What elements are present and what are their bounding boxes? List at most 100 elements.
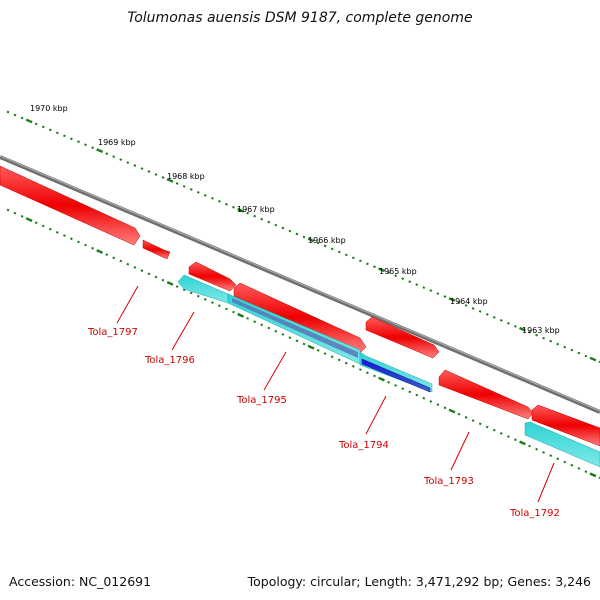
outer-tick-40 [288, 229, 292, 233]
gene-label-tola-1797[interactable]: Tola_1797 [87, 327, 138, 338]
inner-tick-6 [48, 227, 52, 231]
outer-tick-81 [577, 351, 581, 355]
kbp-label-1969: 1969 kbp [98, 138, 136, 147]
kbp-label-1968: 1968 kbp [167, 172, 205, 181]
gene-label-tola-1796[interactable]: Tola_1796 [144, 355, 195, 366]
cds-tola-1792[interactable] [524, 421, 600, 468]
gene-label-tola-1794[interactable]: Tola_1794 [338, 440, 389, 451]
outer-tick-69 [492, 315, 496, 319]
outer-tick-64 [457, 301, 461, 304]
inner-tick-35 [253, 320, 257, 324]
outer-tick-74 [528, 330, 531, 334]
gene-label-tola-1795[interactable]: Tola_1795 [236, 395, 287, 406]
inner-tick-38 [274, 329, 278, 333]
kbp-label-1967: 1967 kbp [237, 205, 275, 214]
inner-tick-2 [20, 214, 24, 218]
inner-tick-43 [307, 344, 315, 350]
inner-tick-30 [217, 304, 221, 308]
kbp-label-1963: 1963 kbp [522, 326, 560, 335]
outer-tick-75 [535, 333, 538, 337]
outer-tick-60 [429, 289, 433, 292]
outer-tick-8 [63, 134, 66, 138]
outer-tick-28 [203, 193, 207, 197]
inner-tick-74 [528, 444, 531, 448]
outer-tick-63 [448, 297, 456, 302]
inner-tick-33 [237, 312, 244, 318]
inner-tick-55 [394, 384, 398, 387]
inner-tick-37 [267, 326, 271, 330]
inner-tick-41 [295, 339, 299, 343]
inner-tick-61 [436, 403, 440, 407]
outer-tick-20 [147, 170, 151, 173]
inner-tick-13 [96, 249, 103, 254]
inner-tick-70 [499, 431, 503, 435]
outer-tick-72 [514, 324, 517, 328]
inner-tick-11 [84, 243, 87, 247]
inner-tick-26 [189, 291, 193, 295]
inner-tick-56 [401, 387, 405, 391]
accession-text: Accession: NC_012691 [9, 574, 152, 589]
reverse-strand-features[interactable] [177, 274, 600, 468]
inner-tick-49 [351, 364, 355, 368]
outer-tick-62 [443, 295, 447, 298]
outer-tick-52 [373, 265, 376, 269]
outer-tick-65 [464, 304, 468, 307]
inner-tick-58 [415, 393, 419, 397]
gene-label-tola-1793[interactable]: Tola_1793 [423, 476, 474, 487]
gene-label-leaders [116, 285, 555, 503]
outer-tick-53 [378, 267, 385, 273]
inner-tick-31 [225, 307, 228, 311]
outer-tick-41 [295, 232, 299, 236]
outer-tick-61 [436, 292, 440, 295]
cds-tola-1795[interactable] [233, 282, 367, 353]
inner-tick-39 [281, 333, 285, 336]
map-title: Tolumonas auensis DSM 9187, complete gen… [127, 10, 473, 26]
inner-tick-78 [556, 457, 560, 461]
kbp-label-1964: 1964 kbp [450, 297, 488, 306]
outer-tick-32 [232, 205, 235, 209]
inner-tick-29 [210, 301, 214, 304]
inner-tick-67 [478, 422, 482, 426]
inner-tick-71 [506, 435, 510, 438]
inner-tick-65 [464, 415, 468, 419]
inner-tick-82 [584, 470, 588, 474]
inner-tick-53 [378, 376, 385, 382]
inner-tick-75 [535, 447, 539, 451]
outer-tick-12 [91, 146, 94, 150]
outer-tick-4 [34, 122, 38, 126]
inner-tick-4 [34, 221, 38, 225]
cds-tola-1794-selected[interactable] [361, 358, 431, 393]
cds-tola-1794-forward[interactable] [365, 316, 440, 359]
outer-tick-37 [267, 220, 271, 224]
gene-label-tola-1792[interactable]: Tola_1792 [509, 508, 560, 519]
outer-tick-73 [519, 326, 526, 332]
cds-tola-1791-partial[interactable] [531, 404, 600, 447]
outer-tick-26 [189, 188, 193, 191]
inner-tick-24 [175, 285, 179, 288]
kbp-label-1966: 1966 kbp [308, 236, 346, 245]
cds-small-feature[interactable] [142, 239, 171, 260]
outer-tick-83 [589, 356, 597, 362]
outer-tick-44 [316, 241, 320, 245]
forward-strand-features[interactable] [0, 165, 600, 447]
outer-tick-68 [485, 313, 489, 316]
outer-tick-70 [499, 318, 503, 322]
cds-tola-1795-left[interactable] [188, 261, 237, 292]
inner-tick-0 [6, 208, 10, 212]
outer-tick-1 [13, 113, 17, 117]
inner-tick-72 [513, 438, 517, 442]
inner-tick-27 [196, 294, 200, 298]
outer-tick-34 [246, 211, 249, 215]
outer-tick-54 [387, 271, 390, 275]
kbp-labels: 1970 kbp 1969 kbp 1968 kbp 1967 kbp 1966… [30, 104, 560, 335]
outer-tick-77 [549, 339, 553, 343]
outer-tick-9 [70, 137, 73, 141]
inner-tick-62 [443, 406, 447, 410]
inner-tick-23 [166, 281, 174, 286]
inner-tick-48 [344, 361, 348, 365]
cds-tola-1797-body[interactable] [0, 165, 141, 246]
cds-tola-1795-blue-overlay[interactable] [232, 298, 358, 358]
outer-tick-33 [237, 207, 244, 213]
outer-tick-57 [408, 280, 412, 284]
outer-tick-42 [302, 235, 306, 239]
